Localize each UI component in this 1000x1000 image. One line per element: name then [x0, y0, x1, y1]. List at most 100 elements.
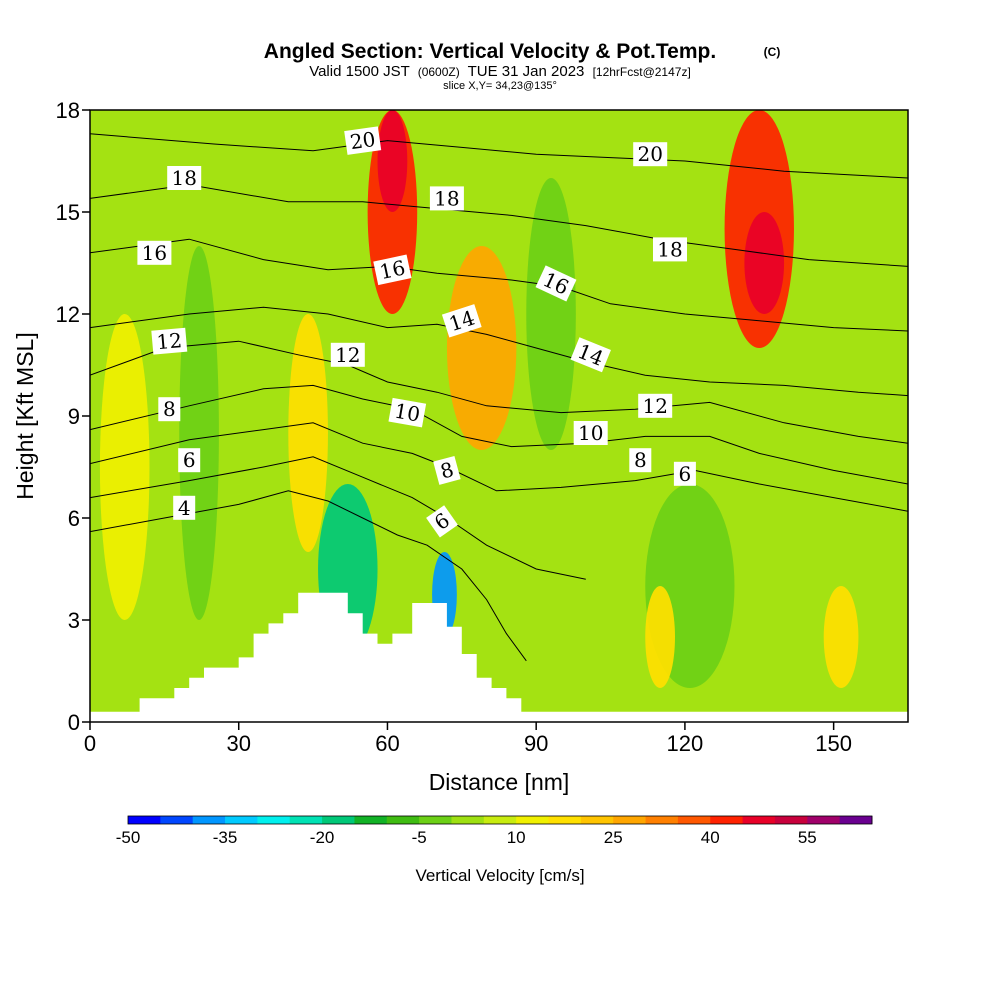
colorbar-cell [839, 816, 873, 824]
isentrope-label-text: 6 [183, 448, 196, 472]
field-updraft-low-right [645, 586, 675, 688]
y-axis-title: Height [Kft MSL] [12, 332, 38, 499]
colorbar-cell [580, 816, 614, 824]
colorbar-cell [677, 816, 711, 824]
isentrope-label: 16 [373, 254, 412, 286]
isentrope-14 [90, 306, 908, 397]
colorbar-cell [257, 816, 291, 824]
isentrope-label-text: 12 [335, 343, 360, 367]
isentrope-label-box [173, 495, 196, 520]
isentrope-label: 4 [173, 495, 196, 520]
x-axis: 0 30 60 90 120 150 [84, 722, 852, 756]
field-downdraft-left [179, 246, 219, 620]
isentrope-label-text: 10 [393, 399, 422, 427]
isentrope-label: 16 [137, 240, 172, 265]
isentrope-16 [90, 238, 908, 332]
isentrope-label-box [330, 342, 365, 367]
chart-title: Angled Section: Vertical Velocity & Pot.… [264, 40, 716, 63]
isentrope-label-box [570, 337, 611, 373]
field-updraft-right-inner [744, 212, 785, 314]
colorbar-cell [289, 816, 323, 824]
isentrope-label-text: 18 [434, 186, 459, 210]
isentrope-label: 18 [429, 186, 464, 211]
colorbar-cell [548, 816, 582, 824]
isentrope-6 [90, 456, 586, 580]
colorbar-cell [386, 816, 420, 824]
isentrope-4 [90, 490, 527, 662]
y-axis: 0 3 6 9 12 15 18 [56, 98, 90, 735]
isentrope-label-text: 10 [578, 421, 603, 445]
colorbar-cell [128, 816, 161, 824]
isentrope-label-text: 16 [142, 241, 167, 265]
isentrope-label-box [638, 393, 673, 418]
x-tick-label: 0 [84, 731, 96, 756]
colorbar-cell [645, 816, 679, 824]
isentrope-label-box [629, 448, 652, 473]
subtitle-date: TUE 31 Jan 2023 [468, 63, 585, 80]
isentrope-20 [90, 133, 908, 179]
isentrope-label-box [429, 186, 464, 211]
isentrope-label-text: 12 [642, 394, 667, 418]
colorbar-cell [354, 816, 388, 824]
y-tick-label: 18 [56, 98, 80, 123]
isentrope-label-text: 6 [679, 462, 692, 486]
colorbar-cell [613, 816, 647, 824]
colorbar-tick-label: -50 [116, 828, 141, 847]
terrain-profile [90, 592, 908, 722]
isentrope-label: 6 [178, 448, 201, 473]
isentrope-label: 8 [158, 397, 181, 422]
y-tick-label: 0 [68, 710, 80, 735]
y-tick-label: 3 [68, 608, 80, 633]
isentrope-label: 20 [633, 142, 668, 167]
isentrope-label: 12 [638, 393, 673, 418]
isentrope-label: 6 [673, 461, 696, 486]
colorbar-cells [127, 815, 873, 825]
colorbar-tick-label: 55 [798, 828, 817, 847]
field-updraft-core-inner [377, 110, 408, 212]
y-tick-label: 12 [56, 302, 80, 327]
colorbar: -50 -35 -20 -5 10 25 40 55 Vertical Velocity [c… [116, 815, 873, 885]
isentrope-label-box [653, 237, 687, 262]
y-tick-label: 9 [68, 404, 80, 429]
isentrope-label: 20 [344, 126, 382, 155]
title-mark: (C) [764, 45, 781, 59]
isentrope-label-text: 8 [438, 457, 457, 483]
colorbar-cell [451, 816, 485, 824]
subtitle-fcst: [12hrFcst@2147z] [593, 65, 691, 79]
isentrope-label-box [137, 240, 172, 265]
isentrope-label-text: 8 [163, 397, 176, 421]
isentrope-label-text: 16 [377, 255, 407, 284]
colorbar-tick-label: 25 [604, 828, 623, 847]
isentrope-label-box [573, 421, 608, 445]
colorbar-title: Vertical Velocity [cm/s] [415, 866, 584, 885]
isentrope-8 [90, 422, 908, 512]
isentrope-label-box [151, 327, 188, 355]
isentrope-label: 8 [433, 455, 461, 485]
colorbar-tick-label: 40 [701, 828, 720, 847]
x-tick-label: 90 [524, 731, 548, 756]
isentrope-label-text: 12 [156, 328, 183, 354]
colorbar-cell [742, 816, 776, 824]
isentrope-label: 8 [629, 448, 652, 473]
field-updraft-low-far [823, 586, 859, 688]
svg-text:Valid 1500 JST (0600Z): Valid 1500 JST (0600Z) TUE 31 Jan 2023 [… [309, 63, 691, 80]
isentrope-label-box [158, 397, 181, 422]
isentrope-label-text: 20 [637, 142, 662, 166]
isentrope-label-box [344, 126, 382, 155]
colorbar-cell [192, 816, 226, 824]
isentrope-label-box [178, 448, 201, 473]
isentrope-label: 10 [573, 421, 608, 445]
y-tick-label: 6 [68, 506, 80, 531]
field-updraft-left [99, 314, 150, 620]
isentrope-label-box [535, 265, 577, 302]
terrain [90, 592, 908, 722]
colorbar-cell [516, 816, 550, 824]
isentrope-label-text: 20 [348, 127, 377, 154]
isentrope-label: 12 [330, 342, 365, 367]
isentrope-label-box [633, 142, 668, 167]
colorbar-tick-label: -20 [310, 828, 335, 847]
isentrope-label-box [441, 304, 482, 338]
isentrope-10 [90, 384, 908, 485]
field-updraft-mid-left [288, 314, 328, 552]
